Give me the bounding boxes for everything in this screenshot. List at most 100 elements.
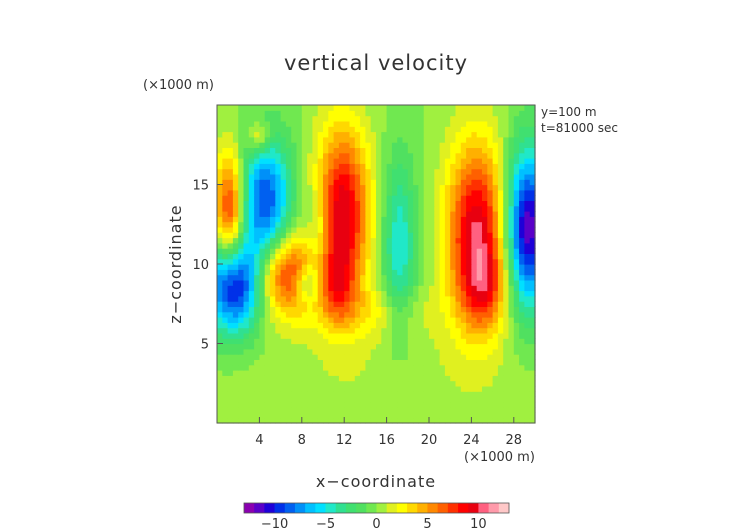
field-cell — [381, 359, 388, 366]
field-cell — [450, 311, 457, 318]
field-cell — [529, 380, 536, 387]
field-cell — [471, 274, 478, 281]
field-cell — [349, 126, 356, 133]
field-cell — [270, 179, 276, 186]
field-cell — [227, 126, 234, 133]
field-cell — [370, 253, 377, 260]
field-cell — [482, 407, 488, 413]
field-cell — [238, 205, 245, 212]
field-cell — [238, 216, 245, 223]
field-cell — [413, 332, 419, 339]
field-cell — [365, 189, 372, 196]
field-cell — [434, 120, 441, 127]
field-cell — [270, 364, 276, 371]
field-cell — [466, 391, 472, 398]
field-cell — [423, 211, 430, 217]
field-cell — [487, 248, 494, 254]
colorbar-tick-label: −5 — [316, 517, 335, 532]
field-cell — [381, 290, 388, 297]
field-cell — [487, 195, 494, 201]
field-cell — [482, 301, 488, 307]
field-cell — [487, 285, 494, 292]
field-cell — [291, 120, 298, 127]
field-cell — [238, 385, 245, 392]
field-cell — [338, 285, 345, 292]
field-cell — [222, 317, 229, 323]
field-cell — [264, 327, 271, 334]
field-cell — [524, 163, 531, 170]
field-cell — [497, 163, 504, 170]
field-cell — [291, 232, 298, 239]
field-cell — [519, 184, 525, 191]
field-cell — [238, 242, 245, 249]
field-cell — [508, 264, 515, 270]
field-cell — [423, 364, 430, 371]
field-cell — [296, 354, 303, 360]
field-cell — [301, 158, 308, 164]
field-cell — [466, 226, 472, 233]
field-cell — [280, 269, 287, 276]
field-cell — [328, 322, 335, 329]
field-cell — [386, 264, 393, 270]
field-cell — [423, 370, 430, 376]
field-cell — [482, 163, 488, 170]
field-cell — [285, 264, 292, 270]
field-cell — [434, 253, 441, 260]
field-cell — [296, 242, 303, 249]
field-cell — [391, 370, 398, 376]
field-cell — [529, 385, 536, 392]
field-cell — [344, 189, 351, 196]
field-cell — [508, 391, 515, 398]
field-cell — [503, 105, 510, 111]
field-cell — [285, 396, 292, 403]
field-cell — [391, 396, 398, 403]
field-cell — [264, 306, 271, 313]
field-cell — [275, 120, 282, 127]
field-cell — [365, 163, 372, 170]
field-cell — [402, 269, 409, 276]
field-cell — [232, 364, 239, 371]
field-cell — [524, 131, 531, 138]
field-cell — [222, 269, 229, 276]
field-cell — [524, 301, 531, 307]
field-cell — [222, 158, 229, 164]
field-cell — [333, 264, 340, 270]
field-cell — [466, 327, 472, 334]
field-cell — [328, 248, 335, 254]
field-cell — [296, 173, 303, 180]
field-cell — [439, 348, 446, 355]
field-cell — [476, 120, 483, 127]
field-cell — [407, 396, 414, 403]
field-cell — [317, 311, 324, 318]
field-cell — [344, 274, 351, 281]
field-cell — [529, 253, 536, 260]
field-cell — [407, 200, 414, 207]
field-cell — [482, 120, 488, 127]
field-cell — [349, 290, 356, 297]
field-cell — [301, 290, 308, 297]
field-cell — [307, 311, 313, 318]
field-cell — [232, 136, 239, 143]
field-cell — [402, 274, 409, 281]
field-cell — [275, 258, 282, 265]
field-cell — [482, 216, 488, 223]
field-cell — [519, 142, 525, 148]
field-cell — [370, 200, 377, 207]
field-cell — [460, 306, 467, 313]
field-cell — [460, 290, 467, 297]
field-cell — [301, 131, 308, 138]
field-cell — [444, 131, 451, 138]
field-cell — [328, 417, 335, 424]
field-cell — [444, 306, 451, 313]
field-cell — [275, 269, 282, 276]
field-cell — [291, 195, 298, 201]
field-cell — [508, 115, 515, 122]
field-cell — [466, 237, 472, 244]
field-cell — [381, 136, 388, 143]
field-cell — [291, 327, 298, 334]
field-cell — [328, 168, 335, 175]
field-cell — [275, 136, 282, 143]
field-cell — [376, 105, 382, 111]
field-cell — [497, 317, 504, 323]
field-cell — [232, 354, 239, 360]
